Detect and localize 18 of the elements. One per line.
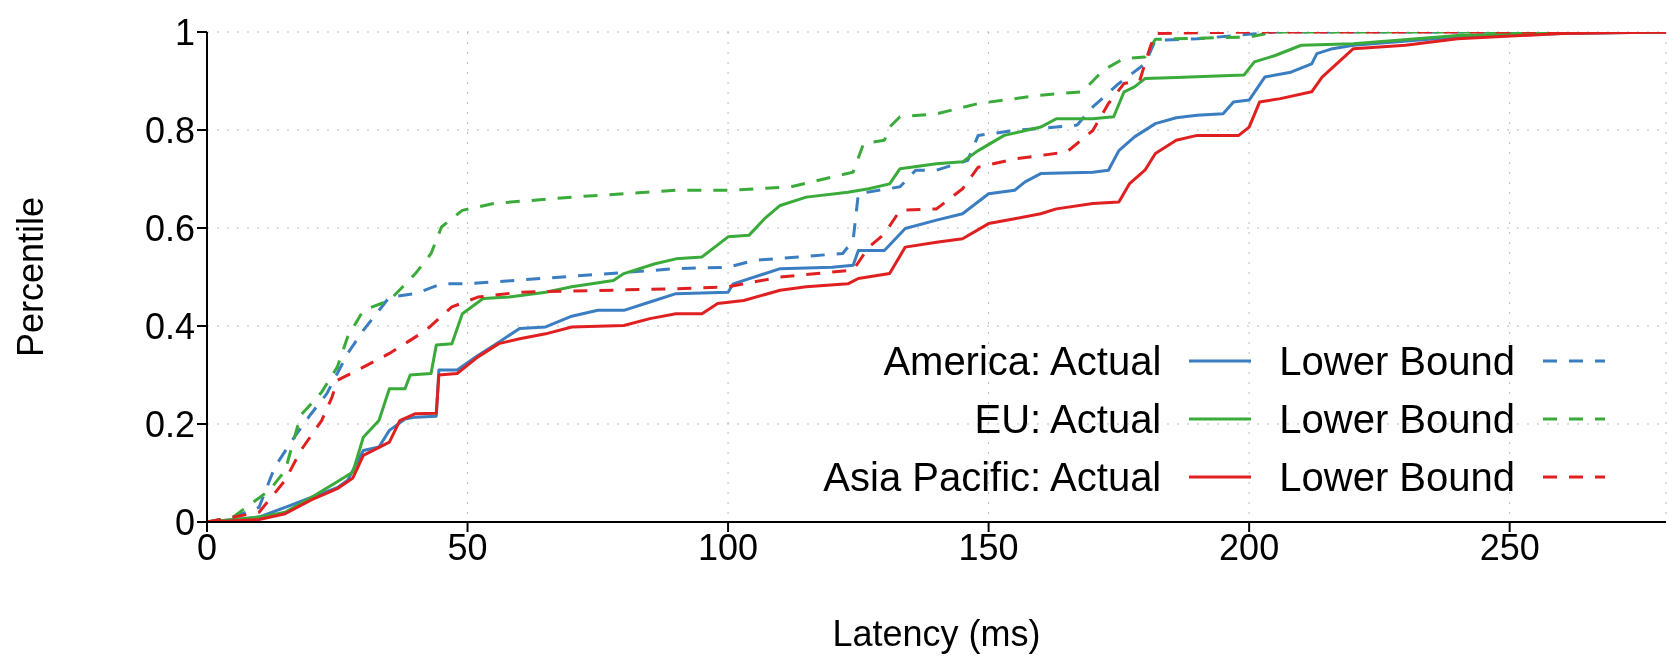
legend-label: Lower Bound bbox=[1279, 338, 1515, 385]
x-axis-title: Latency (ms) bbox=[832, 613, 1041, 654]
y-tick-label: 0.2 bbox=[144, 403, 195, 445]
y-tick-label: 0.8 bbox=[144, 109, 195, 151]
legend-label: America: Actual bbox=[882, 338, 1162, 385]
y-tick-label: 0.4 bbox=[144, 305, 195, 347]
y-tick-label: 0.6 bbox=[144, 207, 195, 249]
x-tick-label: 250 bbox=[1479, 526, 1540, 568]
x-tick-label: 50 bbox=[447, 526, 488, 568]
legend-label: EU: Actual bbox=[973, 396, 1162, 443]
y-tick-label: 1 bbox=[174, 11, 195, 53]
legend-label: Lower Bound bbox=[1279, 396, 1515, 443]
x-tick-label: 200 bbox=[1219, 526, 1280, 568]
y-axis-title: Percentile bbox=[9, 196, 51, 358]
x-tick-label: 150 bbox=[958, 526, 1019, 568]
x-tick-label: 100 bbox=[698, 526, 759, 568]
legend-label: Asia Pacific: Actual bbox=[823, 454, 1162, 501]
legend-label: Lower Bound bbox=[1279, 454, 1515, 501]
